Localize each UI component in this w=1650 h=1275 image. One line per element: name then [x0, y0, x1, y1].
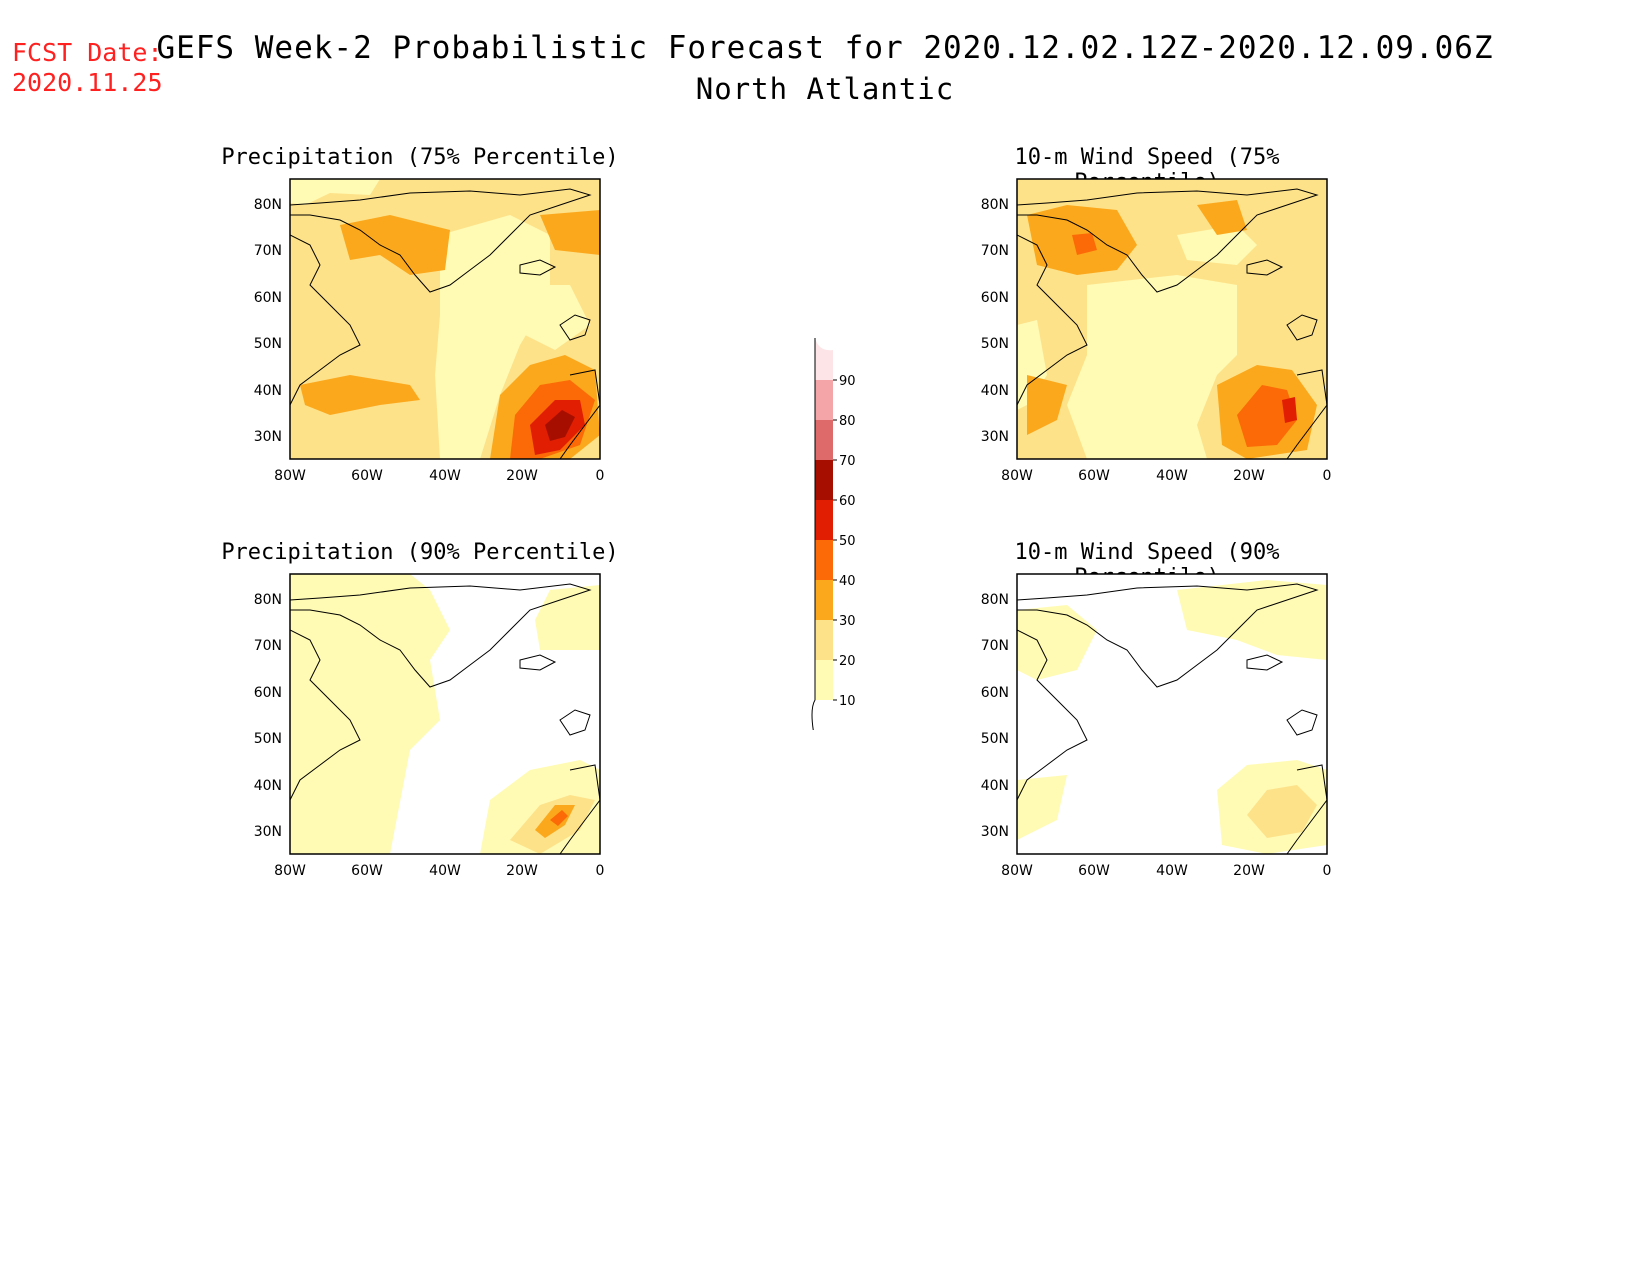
- forecast-date-value: 2020.11.25: [12, 68, 163, 97]
- colorbar-segment: [815, 620, 833, 660]
- svg-text:40N: 40N: [981, 778, 1009, 794]
- map-canvas: 80N 70N 60N 50N 40N 30N 80W 60W 40W 20W …: [254, 178, 604, 484]
- svg-text:30N: 30N: [254, 429, 282, 445]
- svg-text:80N: 80N: [981, 197, 1009, 213]
- svg-text:30N: 30N: [254, 824, 282, 840]
- svg-text:60W: 60W: [1078, 863, 1110, 879]
- colorbar-label: 10: [839, 694, 856, 709]
- colorbar-label: 40: [839, 574, 856, 589]
- map-canvas: 80N 70N 60N 50N 40N 30N 80W 60W 40W 20W …: [981, 178, 1332, 484]
- forecast-date-label: FCST Date:: [12, 38, 163, 67]
- colorbar-segment: [815, 500, 833, 540]
- colorbar-label: 60: [839, 494, 856, 509]
- svg-text:80N: 80N: [981, 592, 1009, 608]
- svg-text:60N: 60N: [254, 685, 282, 701]
- field-low-band: [435, 215, 550, 459]
- colorbar-label: 80: [839, 414, 856, 429]
- colorbar-segment: [815, 580, 833, 620]
- svg-text:50N: 50N: [254, 336, 282, 352]
- colorbar-segment: [815, 660, 833, 700]
- svg-text:20W: 20W: [1233, 863, 1265, 879]
- colorbar-label: 30: [839, 614, 856, 629]
- svg-text:50N: 50N: [254, 731, 282, 747]
- svg-text:80N: 80N: [254, 197, 282, 213]
- svg-text:50N: 50N: [981, 731, 1009, 747]
- lat-ticks: 80N 70N 60N 50N 40N 30N: [254, 197, 282, 445]
- forecast-date-block: FCST Date: 2020.11.25: [12, 38, 163, 98]
- colorbar: 10 20 30 40 50 60 70 80 90: [811, 338, 856, 730]
- svg-text:40N: 40N: [254, 778, 282, 794]
- region-title: North Atlantic: [695, 72, 955, 106]
- svg-text:60N: 60N: [981, 290, 1009, 306]
- colorbar-label: 90: [839, 374, 856, 389]
- svg-text:40N: 40N: [254, 383, 282, 399]
- svg-text:40W: 40W: [429, 468, 461, 484]
- svg-text:50N: 50N: [981, 336, 1009, 352]
- svg-text:70N: 70N: [254, 638, 282, 654]
- svg-text:80N: 80N: [254, 592, 282, 608]
- map-canvas: 80N 70N 60N 50N 40N 30N 80W 60W 40W 20W …: [254, 573, 605, 879]
- svg-text:60W: 60W: [1078, 468, 1110, 484]
- svg-text:20W: 20W: [506, 468, 538, 484]
- lon-ticks: 80W 60W 40W 20W 0: [274, 468, 604, 484]
- svg-text:40W: 40W: [1156, 468, 1188, 484]
- map-frame: [289, 178, 601, 460]
- svg-text:60N: 60N: [254, 290, 282, 306]
- svg-text:80W: 80W: [274, 468, 306, 484]
- colorbar-segment: [815, 420, 833, 460]
- field-greenland-max: [340, 215, 450, 275]
- colorbar-segment: [815, 460, 833, 500]
- svg-text:70N: 70N: [981, 243, 1009, 259]
- svg-text:30N: 30N: [981, 429, 1009, 445]
- svg-text:0: 0: [596, 468, 605, 484]
- svg-text:40W: 40W: [1156, 863, 1188, 879]
- page-title-text: GEFS Week-2 Probabilistic Forecast for 2…: [156, 30, 1494, 66]
- map-title: Precipitation (90% Percentile): [221, 540, 619, 565]
- map-panel-precip-75: Precipitation (75% Percentile): [210, 145, 630, 545]
- page-title: GEFS Week-2 Probabilistic Forecast for 2…: [0, 30, 1650, 106]
- svg-text:0: 0: [1323, 468, 1332, 484]
- colorbar-segment: [815, 540, 833, 580]
- svg-text:80W: 80W: [274, 863, 306, 879]
- svg-text:70N: 70N: [254, 243, 282, 259]
- colorbar-label: 50: [839, 534, 856, 549]
- svg-text:40N: 40N: [981, 383, 1009, 399]
- map-panel-wind-75: 10-m Wind Speed (75% Percentile): [937, 145, 1357, 545]
- coastlines: [290, 188, 600, 459]
- svg-text:70N: 70N: [981, 638, 1009, 654]
- svg-text:40W: 40W: [429, 863, 461, 879]
- svg-text:60W: 60W: [351, 863, 383, 879]
- colorbar-outline: [811, 338, 816, 730]
- svg-text:80W: 80W: [1001, 468, 1033, 484]
- colorbar-segment: [815, 338, 833, 380]
- map-panel-wind-90: 10-m Wind Speed (90% Percentile) 80N 70N…: [937, 540, 1357, 940]
- svg-text:0: 0: [1323, 863, 1332, 879]
- svg-text:60W: 60W: [351, 468, 383, 484]
- colorbar-segment: [815, 380, 833, 420]
- map-panel-precip-90: Precipitation (90% Percentile) 80N 70N 6…: [210, 540, 630, 940]
- svg-text:60N: 60N: [981, 685, 1009, 701]
- svg-text:20W: 20W: [506, 863, 538, 879]
- svg-text:30N: 30N: [981, 824, 1009, 840]
- map-title: Precipitation (75% Percentile): [221, 145, 619, 170]
- colorbar-label: 20: [839, 654, 856, 669]
- svg-text:0: 0: [596, 863, 605, 879]
- colorbar-label: 70: [839, 454, 856, 469]
- map-canvas: 80N 70N 60N 50N 40N 30N 80W 60W 40W 20W …: [981, 573, 1332, 879]
- svg-text:80W: 80W: [1001, 863, 1033, 879]
- svg-text:20W: 20W: [1233, 468, 1265, 484]
